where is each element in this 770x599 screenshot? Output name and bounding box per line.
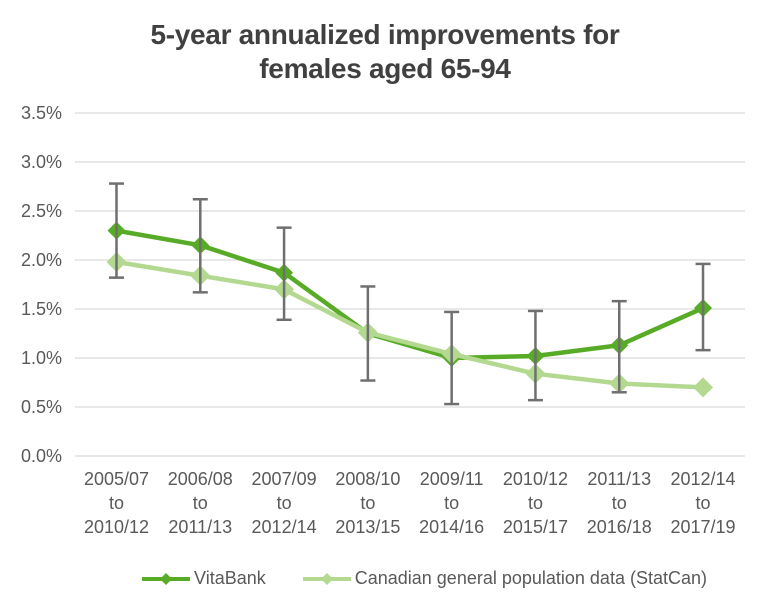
svg-text:2006/08: 2006/08 xyxy=(168,469,233,489)
svg-text:to: to xyxy=(612,493,627,513)
svg-text:2015/17: 2015/17 xyxy=(503,517,568,537)
statcan-line-marker-icon xyxy=(302,572,351,585)
vitabank-line-marker-icon xyxy=(142,572,191,585)
svg-text:3.0%: 3.0% xyxy=(21,152,62,172)
legend-item-statcan: Canadian general population data (StatCa… xyxy=(302,568,707,589)
svg-text:2011/13: 2011/13 xyxy=(587,469,651,489)
chart-canvas: 0.0% 0.5% 1.0% 1.5% 2.0% 2.5% 3.0% 3.5% 2005/07 t… xyxy=(21,103,745,537)
chart-title-line-1: 5-year annualized improvements for xyxy=(150,19,620,50)
svg-text:2007/09: 2007/09 xyxy=(252,469,317,489)
svg-text:1.0%: 1.0% xyxy=(21,348,62,368)
svg-text:2017/19: 2017/19 xyxy=(670,517,735,537)
svg-text:0.5%: 0.5% xyxy=(21,397,62,417)
svg-text:0.0%: 0.0% xyxy=(21,446,62,466)
svg-text:2.0%: 2.0% xyxy=(21,250,62,270)
chart-title: 5-year annualized improvements for femal… xyxy=(0,18,770,86)
legend: VitaBank Canadian general population dat… xyxy=(0,568,770,589)
svg-text:1.5%: 1.5% xyxy=(21,299,62,319)
svg-text:to: to xyxy=(696,493,711,513)
svg-text:2005/07: 2005/07 xyxy=(84,469,149,489)
legend-label-vitabank: VitaBank xyxy=(194,568,266,588)
svg-text:to: to xyxy=(109,493,124,513)
svg-text:to: to xyxy=(528,493,543,513)
svg-text:2013/15: 2013/15 xyxy=(335,517,400,537)
svg-text:3.5%: 3.5% xyxy=(21,103,62,123)
legend-label-statcan: Canadian general population data (StatCa… xyxy=(354,568,707,588)
svg-text:2016/18: 2016/18 xyxy=(587,517,652,537)
svg-text:to: to xyxy=(277,493,292,513)
svg-text:2014/16: 2014/16 xyxy=(419,517,484,537)
svg-text:2010/12: 2010/12 xyxy=(503,469,568,489)
svg-text:2010/12: 2010/12 xyxy=(84,517,149,537)
svg-text:to: to xyxy=(193,493,208,513)
svg-text:2.5%: 2.5% xyxy=(21,201,62,221)
svg-text:2012/14: 2012/14 xyxy=(252,517,317,537)
svg-text:2011/13: 2011/13 xyxy=(168,517,232,537)
svg-text:to: to xyxy=(444,493,459,513)
svg-text:to: to xyxy=(360,493,375,513)
svg-text:2008/10: 2008/10 xyxy=(335,469,400,489)
svg-text:2012/14: 2012/14 xyxy=(670,469,735,489)
svg-text:2009/11: 2009/11 xyxy=(420,469,484,489)
chart-title-line-2: females aged 65-94 xyxy=(259,53,511,84)
legend-item-vitabank: VitaBank xyxy=(141,568,266,589)
